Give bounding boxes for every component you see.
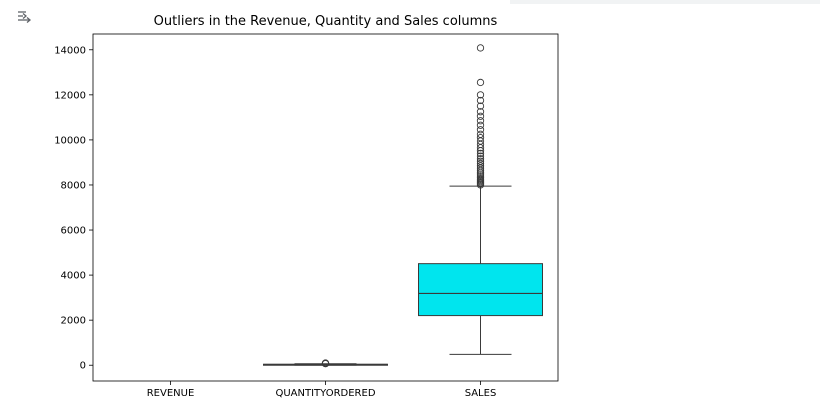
cell-toolbar-strip	[510, 0, 820, 4]
sales-outlier	[476, 149, 485, 158]
x-tick-label: REVENUE	[147, 388, 195, 399]
y-tick-label: 6000	[61, 226, 86, 237]
quantityordered-outlier	[321, 359, 330, 367]
sales-outlier	[476, 78, 485, 87]
sales-outlier	[476, 44, 485, 52]
sales-outlier	[476, 133, 485, 142]
output-toggle-icon[interactable]	[14, 8, 34, 28]
sales-outlier	[476, 96, 485, 105]
y-tick-label: 10000	[54, 135, 86, 146]
plot-frame	[92, 33, 559, 382]
sales-outlier	[476, 159, 485, 168]
sales-outlier	[476, 108, 485, 116]
sales-outlier	[476, 130, 485, 138]
sales-outlier	[476, 102, 485, 110]
sales-outlier	[476, 157, 485, 165]
sales-outlier	[476, 162, 485, 170]
sales-outlier	[476, 155, 485, 163]
x-tick-label: SALES	[465, 388, 497, 399]
y-tick-label: 14000	[54, 45, 86, 56]
sales-outlier	[476, 126, 485, 134]
chart-title: Outliers in the Revenue, Quantity and Sa…	[153, 14, 498, 29]
y-tick-label: 4000	[61, 271, 86, 282]
sales-outlier	[476, 172, 485, 180]
x-tick-label: QUANTITYORDERED	[275, 388, 375, 399]
sales-box	[418, 263, 543, 317]
sales-outlier	[476, 91, 485, 99]
sales-outlier	[476, 121, 485, 129]
y-tick-label: 8000	[61, 180, 86, 191]
sales-outlier	[476, 152, 485, 160]
sales-outlier	[476, 117, 485, 125]
sales-outlier	[476, 174, 485, 182]
y-tick-label: 0	[80, 361, 86, 372]
sales-outlier	[476, 112, 485, 120]
y-tick-label: 12000	[54, 90, 86, 101]
y-tick-label: 2000	[61, 316, 86, 327]
